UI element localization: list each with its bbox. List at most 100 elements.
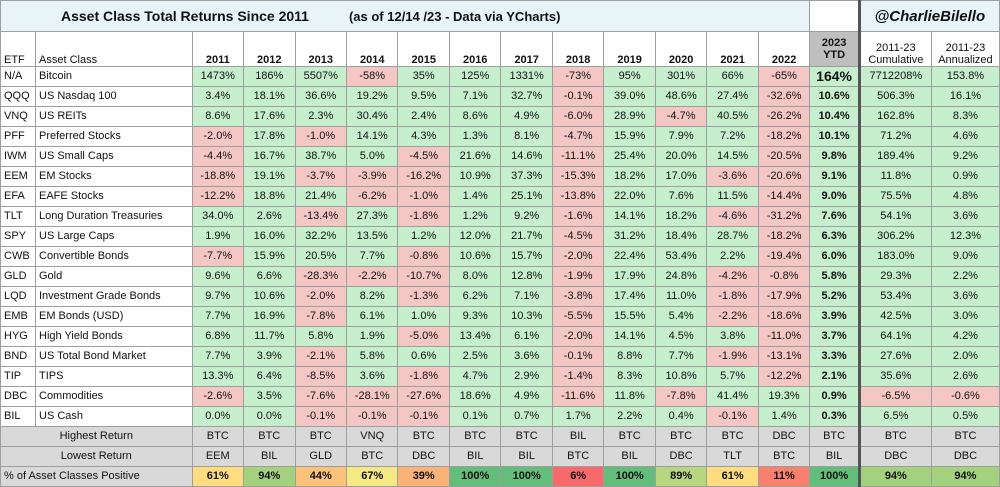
return-cell-2011: 7.7% xyxy=(191,346,245,367)
return-cell-2013: 21.4% xyxy=(294,186,347,207)
return-cell-2018: -73% xyxy=(551,66,605,87)
return-cell-2016: 7.1% xyxy=(448,86,502,107)
annualized-return-cell: 4.2% xyxy=(930,326,1000,347)
header-year-2011: 2011 xyxy=(191,31,245,67)
return-cell-2020: -4.7% xyxy=(654,106,708,127)
return-cell-2019: 22.0% xyxy=(603,186,656,207)
return-cell-2018: -2.0% xyxy=(551,246,605,267)
table-row: DBC Commodities -2.6% 3.5% -7.6% -28.1% -27.6%… xyxy=(0,386,1000,407)
return-cell-2019: 39.0% xyxy=(603,86,656,107)
return-cell-2019: 11.8% xyxy=(603,386,656,407)
return-cell-2021: 11.5% xyxy=(706,186,759,207)
lowest-return-row-value: BIL xyxy=(500,446,553,467)
return-cell-2020: 20.0% xyxy=(654,146,708,167)
percent-positive-row: % of Asset Classes Positive 61% 94% 44% 67% 3… xyxy=(0,466,1000,487)
return-cell-2017: 10.3% xyxy=(500,306,553,327)
return-cell-2017: 14.6% xyxy=(500,146,553,167)
return-cell-2017: 4.9% xyxy=(500,106,553,127)
percent-positive-row-value: 39% xyxy=(397,466,450,487)
return-cell-2022: -20.6% xyxy=(757,166,811,187)
header-year-2017: 2017 xyxy=(500,31,553,67)
return-cell-2020: 11.0% xyxy=(654,286,708,307)
header-year-2022: 2022 xyxy=(757,31,811,67)
percent-positive-row-value: 89% xyxy=(654,466,708,487)
return-cell-2017: 1331% xyxy=(500,66,553,87)
return-cell-2021: 40.5% xyxy=(706,106,759,127)
annualized-return-cell: 0.9% xyxy=(930,166,1000,187)
row-asset-class: US Total Bond Market xyxy=(35,346,193,367)
return-cell-2022: 19.3% xyxy=(757,386,811,407)
row-asset-class: EM Stocks xyxy=(35,166,193,187)
percent-positive-row-value: 94% xyxy=(857,466,932,487)
header-year-2016: 2016 xyxy=(448,31,502,67)
header-year-2021: 2021 xyxy=(706,31,759,67)
ytd-return-cell: 9.0% xyxy=(809,186,860,207)
return-cell-2013: 5507% xyxy=(294,66,347,87)
row-etf: N/A xyxy=(0,66,36,87)
return-cell-2020: 4.5% xyxy=(654,326,708,347)
return-cell-2017: 3.6% xyxy=(500,346,553,367)
return-cell-2016: 10.6% xyxy=(448,246,502,267)
ytd-return-cell: 6.3% xyxy=(809,226,860,247)
return-cell-2018: -0.1% xyxy=(551,86,605,107)
return-cell-2020: 7.9% xyxy=(654,126,708,147)
table-row: QQQ US Nasdaq 100 3.4% 18.1% 36.6% 19.2% 9.5% 7… xyxy=(0,86,1000,107)
return-cell-2013: 38.7% xyxy=(294,146,347,167)
header-year-2019: 2019 xyxy=(603,31,656,67)
cumulative-return-cell: 75.5% xyxy=(857,186,932,207)
table-row: EEM EM Stocks -18.8% 19.1% -3.7% -3.9% -16.2% 1… xyxy=(0,166,1000,187)
highest-return-row-value: BTC xyxy=(191,426,245,447)
chart-title-cell: Asset Class Total Returns Since 2011 (as … xyxy=(0,0,811,32)
return-cell-2015: -5.0% xyxy=(397,326,450,347)
row-asset-class: US Large Caps xyxy=(35,226,193,247)
lowest-return-row-value: BIL xyxy=(603,446,656,467)
highest-return-row-value: VNQ xyxy=(345,426,399,447)
return-cell-2021: 14.5% xyxy=(706,146,759,167)
return-cell-2019: 28.9% xyxy=(603,106,656,127)
return-cell-2022: -11.0% xyxy=(757,326,811,347)
row-asset-class: Commodities xyxy=(35,386,193,407)
return-cell-2017: 2.9% xyxy=(500,366,553,387)
return-cell-2016: 6.2% xyxy=(448,286,502,307)
return-cell-2021: -4.6% xyxy=(706,206,759,227)
return-cell-2012: 10.6% xyxy=(243,286,296,307)
return-cell-2020: 5.4% xyxy=(654,306,708,327)
return-cell-2015: 4.3% xyxy=(397,126,450,147)
return-cell-2011: 3.4% xyxy=(191,86,245,107)
header-ytd: 2023 YTD xyxy=(809,31,860,67)
return-cell-2022: -31.2% xyxy=(757,206,811,227)
return-cell-2021: 41.4% xyxy=(706,386,759,407)
highest-return-row-value: BTC xyxy=(706,426,759,447)
cumulative-return-cell: 64.1% xyxy=(857,326,932,347)
lowest-return-row-value: BTC xyxy=(757,446,811,467)
return-cell-2017: 6.1% xyxy=(500,326,553,347)
return-cell-2020: 48.6% xyxy=(654,86,708,107)
ytd-return-cell: 5.8% xyxy=(809,266,860,287)
ytd-return-cell: 6.0% xyxy=(809,246,860,267)
return-cell-2020: 18.2% xyxy=(654,206,708,227)
row-etf: DBC xyxy=(0,386,36,407)
return-cell-2021: -1.9% xyxy=(706,346,759,367)
return-cell-2018: -2.0% xyxy=(551,326,605,347)
return-cell-2011: 9.7% xyxy=(191,286,245,307)
return-cell-2020: 301% xyxy=(654,66,708,87)
return-cell-2016: 125% xyxy=(448,66,502,87)
annualized-return-cell: 3.6% xyxy=(930,206,1000,227)
return-cell-2013: 20.5% xyxy=(294,246,347,267)
return-cell-2014: 3.6% xyxy=(345,366,399,387)
return-cell-2014: 5.0% xyxy=(345,146,399,167)
return-cell-2014: 27.3% xyxy=(345,206,399,227)
percent-positive-row-value: 94% xyxy=(930,466,1000,487)
annualized-return-cell: 3.6% xyxy=(930,286,1000,307)
highest-return-row: Highest Return BTC BTC BTC VNQ BTC BTC BTC BIL BT… xyxy=(0,426,1000,447)
return-cell-2021: 7.2% xyxy=(706,126,759,147)
cumulative-return-cell: -6.5% xyxy=(857,386,932,407)
return-cell-2012: 17.6% xyxy=(243,106,296,127)
return-cell-2022: -18.6% xyxy=(757,306,811,327)
row-etf: TLT xyxy=(0,206,36,227)
header-cumulative: 2011-23 Cumulative xyxy=(857,31,932,67)
return-cell-2014: -6.2% xyxy=(345,186,399,207)
return-cell-2016: 9.3% xyxy=(448,306,502,327)
return-cell-2016: 1.2% xyxy=(448,206,502,227)
row-asset-class: EM Bonds (USD) xyxy=(35,306,193,327)
